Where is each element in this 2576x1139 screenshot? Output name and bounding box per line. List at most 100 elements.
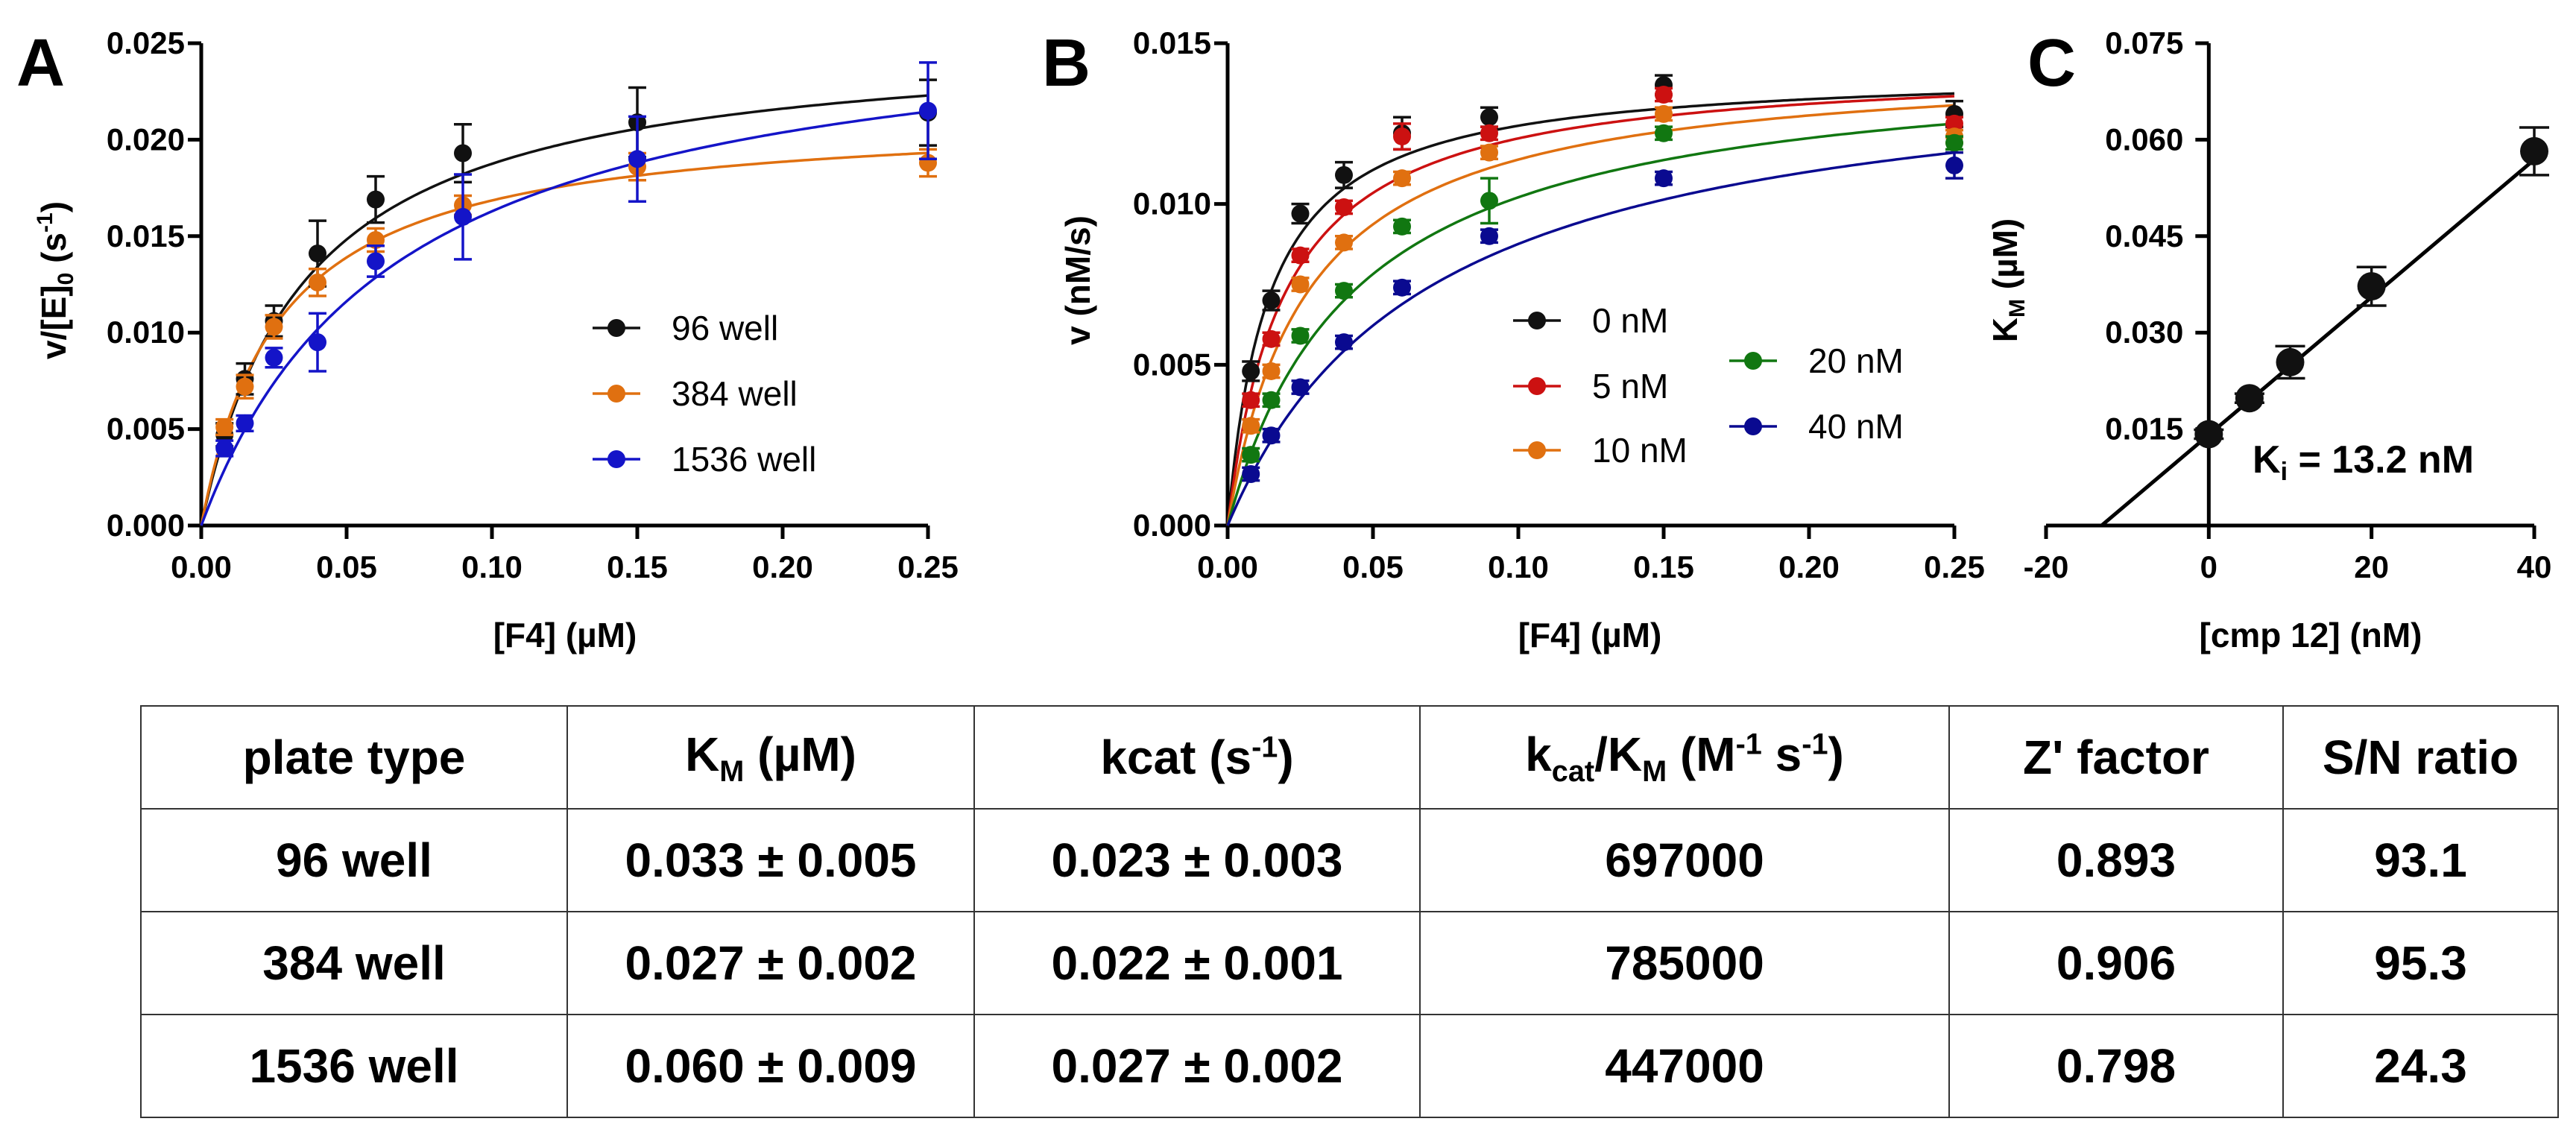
table-header-row: plate type KM (µM) kcat (s-1) kcat/KM (M… — [140, 705, 2559, 810]
panel-b-x-tick-label: 0.00 — [1197, 549, 1258, 584]
panel-b-xlabel: [F4] (µM) — [1518, 616, 1662, 654]
panel-a-y-tick-label: 0.015 — [107, 218, 185, 253]
panel-a-ylabel-main: v/[E] — [34, 285, 73, 359]
panel-c-y-tick-label: 0.060 — [2105, 122, 2183, 157]
panel-a-data-point — [215, 439, 234, 458]
panel-label-c: C — [2027, 26, 2076, 101]
legend-swatch-marker — [607, 450, 625, 468]
panel-b-y-tick-label: 0.005 — [1133, 347, 1211, 382]
table-row: 1536 well 0.060 ± 0.009 0.027 ± 0.002 44… — [140, 1014, 2559, 1118]
panel-b-data-point — [1242, 362, 1260, 380]
panel-c-ylabel-sub: M — [2005, 299, 2030, 318]
panel-b-data-point — [1335, 165, 1353, 184]
header-kcatkm-sup: -1 — [1735, 728, 1762, 761]
panel-b-data-point — [1480, 124, 1498, 142]
panel-a-data-point — [628, 150, 646, 168]
panel-a-data-point — [309, 273, 326, 291]
legend-label: 0 nM — [1592, 301, 1668, 340]
header-kcat-rest: ) — [1278, 731, 1294, 784]
panel-a-ylabel-sup: -1 — [33, 212, 57, 233]
panel-b-x-tick-label: 0.05 — [1342, 549, 1404, 584]
panel-c-y-tick-label: 0.045 — [2105, 218, 2183, 253]
panel-a-data-point — [236, 377, 254, 396]
header-kcatkm-sub2: M — [1642, 754, 1667, 788]
results-table: plate type KM (µM) kcat (s-1) kcat/KM (M… — [140, 705, 2559, 1118]
panel-b-data-point — [1242, 417, 1260, 435]
header-kcatkm-mid: /K — [1594, 727, 1643, 781]
panel-b-data-point — [1291, 246, 1310, 265]
legend-swatch-marker — [1528, 377, 1546, 395]
panel-a-data-point — [236, 414, 254, 432]
header-km-sub: M — [719, 754, 745, 788]
panel-a-fit-curve-2 — [200, 110, 929, 526]
panel-a-y-tick-label: 0.005 — [107, 411, 185, 447]
panel-b-data-point — [1262, 362, 1281, 380]
header-sn-text: S/N ratio — [2322, 731, 2519, 784]
panel-a-data-point — [367, 252, 385, 271]
panel-b-data-point — [1480, 192, 1498, 210]
cell-kcat-km: 785000 — [1419, 911, 1950, 1015]
panel-a-xlabel: [F4] (µM) — [493, 616, 637, 654]
legend-label: 10 nM — [1592, 431, 1688, 470]
panel-c-y-tick-label: 0.075 — [2105, 25, 2183, 60]
legend-swatch-marker — [1528, 441, 1546, 459]
panel-c-ylabel: KM (µM) — [1986, 218, 2030, 342]
legend-label: 20 nM — [1808, 341, 1904, 380]
panel-b-x-tick-label: 0.20 — [1778, 549, 1840, 584]
cell-z-factor: 0.906 — [1948, 911, 2284, 1015]
panel-a-data-point — [309, 244, 326, 263]
panel-b-data-point — [1480, 108, 1498, 127]
panel-b-data-point — [1655, 124, 1673, 142]
panel-a-data-point — [265, 348, 283, 367]
panel-a-data-point — [367, 230, 385, 249]
panel-b-x-tick-label: 0.15 — [1633, 549, 1694, 584]
legend-swatch-marker — [1528, 312, 1546, 329]
header-kcatkm-sup2: -1 — [1802, 728, 1828, 761]
cell-sn-ratio: 24.3 — [2282, 1014, 2559, 1118]
figure-svg: A B C [F4] (µM) v/[E]0 (s-1) [F4] (µM) v… — [16, 25, 2551, 654]
ki-rest: = 13.2 nM — [2288, 438, 2474, 482]
panel-b-x-tick-label: 0.25 — [1924, 549, 1985, 584]
header-kcatkm-mid2: (M — [1667, 727, 1736, 781]
panel-b-data-point — [1291, 378, 1310, 397]
panel-a-y-tick-label: 0.000 — [107, 508, 185, 543]
plot-layer: 0.00 0.05 0.10 0.15 0.20 0.250.0000.0050.0100… — [107, 25, 2551, 584]
panel-b-data-point — [1291, 275, 1310, 294]
cell-kcat: 0.023 ± 0.003 — [973, 808, 1421, 912]
legend-swatch-marker — [1744, 352, 1762, 370]
panel-a-x-tick-label: 0.10 — [461, 549, 523, 584]
panel-b-data-point — [1291, 204, 1310, 223]
cell-kcat-km: 447000 — [1419, 1014, 1950, 1118]
panel-a-x-tick-label: 0.05 — [316, 549, 377, 584]
header-z-factor: Z' factor — [1948, 705, 2284, 810]
panel-b-data-point — [1242, 446, 1260, 464]
table-row: 96 well 0.033 ± 0.005 0.023 ± 0.003 6970… — [140, 808, 2559, 912]
panel-a-x-tick-label: 0.15 — [607, 549, 668, 584]
panel-label-a: A — [16, 26, 65, 101]
panel-c-x-tick-label: 20 — [2354, 549, 2389, 584]
cell-plate: 384 well — [140, 911, 568, 1015]
panel-a-data-point — [454, 144, 472, 163]
panel-b-data-point — [1262, 329, 1281, 348]
legend-swatch-marker — [607, 385, 625, 403]
panel-b-data-point — [1945, 133, 1963, 152]
panel-c-data-point — [2276, 347, 2305, 376]
panel-c-ylabel-main: K — [1986, 318, 2024, 342]
header-km: KM (µM) — [566, 705, 975, 810]
header-kcatkm-main: k — [1525, 727, 1552, 781]
cell-sn-ratio: 95.3 — [2282, 911, 2559, 1015]
panel-c-data-point — [2520, 136, 2548, 165]
panel-b-data-point — [1335, 233, 1353, 252]
panel-a-data-point — [919, 101, 937, 120]
panel-b-data-point — [1480, 227, 1498, 245]
cell-km: 0.060 ± 0.009 — [566, 1014, 975, 1118]
panel-c-data-point — [2235, 384, 2264, 413]
panel-c-x-tick-label: -20 — [2024, 549, 2069, 584]
legend-label: 384 well — [672, 374, 798, 413]
figure-panels: A B C [F4] (µM) v/[E]0 (s-1) [F4] (µM) v… — [16, 25, 2551, 654]
cell-kcat: 0.022 ± 0.001 — [973, 911, 1421, 1015]
panel-b-data-point — [1242, 464, 1260, 483]
panel-b-data-point — [1655, 169, 1673, 188]
cell-z-factor: 0.798 — [1948, 1014, 2284, 1118]
cell-kcat-km: 697000 — [1419, 808, 1950, 912]
